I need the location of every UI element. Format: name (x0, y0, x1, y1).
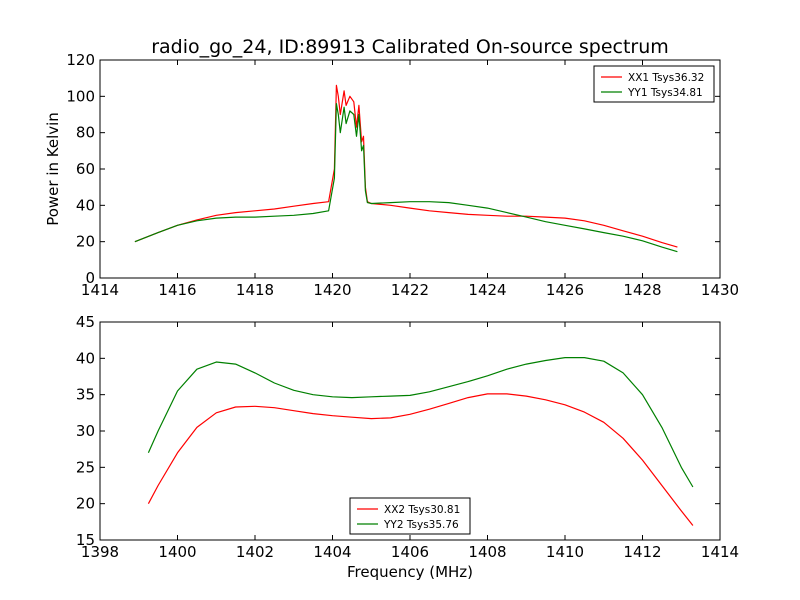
top-legend-label-1: XX1 Tsys36.32 (628, 72, 704, 84)
bottom-panel: 1398 1400 1402 1404 1406 1408 1410 1412 1414 15 20… (76, 313, 739, 561)
top-legend-label-2: YY1 Tsys34.81 (627, 87, 703, 99)
top-x-tick-label: 1424 (468, 281, 506, 299)
top-y-tick-label: 80 (76, 124, 95, 142)
top-x-tick-label: 1418 (236, 281, 274, 299)
bottom-legend: XX2 Tsys30.81 YY2 Tsys35.76 (349, 497, 471, 535)
bottom-x-tick-label: 1414 (701, 543, 739, 561)
bottom-x-tick-label: 1408 (468, 543, 506, 561)
bottom-x-tick-label: 1402 (236, 543, 274, 561)
bottom-x-tick-label: 1400 (158, 543, 196, 561)
top-series-line-1 (134, 84, 678, 248)
top-y-tick-label: 40 (76, 196, 95, 214)
bottom-y-tick-label: 25 (76, 458, 95, 476)
top-x-tick-label: 1422 (391, 281, 429, 299)
chart-title: radio_go_24, ID:89913 Calibrated On-sour… (151, 36, 669, 58)
bottom-x-tick-label: 1410 (546, 543, 584, 561)
top-legend-box (593, 65, 715, 103)
bottom-y-tick-label: 45 (76, 313, 95, 331)
top-y-tick-label: 20 (76, 233, 95, 251)
top-y-tick-label: 120 (66, 51, 95, 69)
bottom-y-tick-label: 15 (76, 531, 95, 549)
top-x-tick-label: 1416 (158, 281, 196, 299)
bottom-x-tick-label: 1406 (391, 543, 429, 561)
top-x-tick-label: 1426 (546, 281, 584, 299)
bottom-x-axis-label: Frequency (MHz) (347, 563, 473, 581)
bottom-y-tick-label: 30 (76, 422, 95, 440)
top-y-tick-label: 60 (76, 160, 95, 178)
bottom-x-tick-label: 1412 (623, 543, 661, 561)
bottom-legend-box (349, 497, 471, 535)
bottom-legend-label-1: XX2 Tsys30.81 (384, 504, 460, 516)
top-x-tick-label: 1430 (701, 281, 739, 299)
bottom-y-tick-label: 35 (76, 386, 95, 404)
bottom-series-line-2 (147, 357, 694, 488)
bottom-x-tick-label: 1398 (81, 543, 119, 561)
bottom-y-tick-label: 20 (76, 495, 95, 513)
bottom-series-line-1 (147, 393, 694, 526)
bottom-y-tick-label: 40 (76, 349, 95, 367)
top-x-tick-label: 1414 (81, 281, 119, 299)
bottom-x-tick-label: 1404 (313, 543, 351, 561)
top-y-axis-label: Power in Kelvin (44, 112, 62, 226)
bottom-legend-label-2: YY2 Tsys35.76 (383, 519, 459, 531)
top-series-line-2 (134, 102, 678, 253)
top-y-tick-label: 100 (66, 87, 95, 105)
top-x-tick-label: 1420 (313, 281, 351, 299)
top-y-tick-label: 0 (85, 269, 95, 287)
top-legend: XX1 Tsys36.32 YY1 Tsys34.81 (593, 65, 715, 103)
top-panel: 1414 1416 1418 1420 1422 1424 1426 1428 1430 0 20 4… (66, 51, 739, 299)
top-x-tick-label: 1428 (623, 281, 661, 299)
